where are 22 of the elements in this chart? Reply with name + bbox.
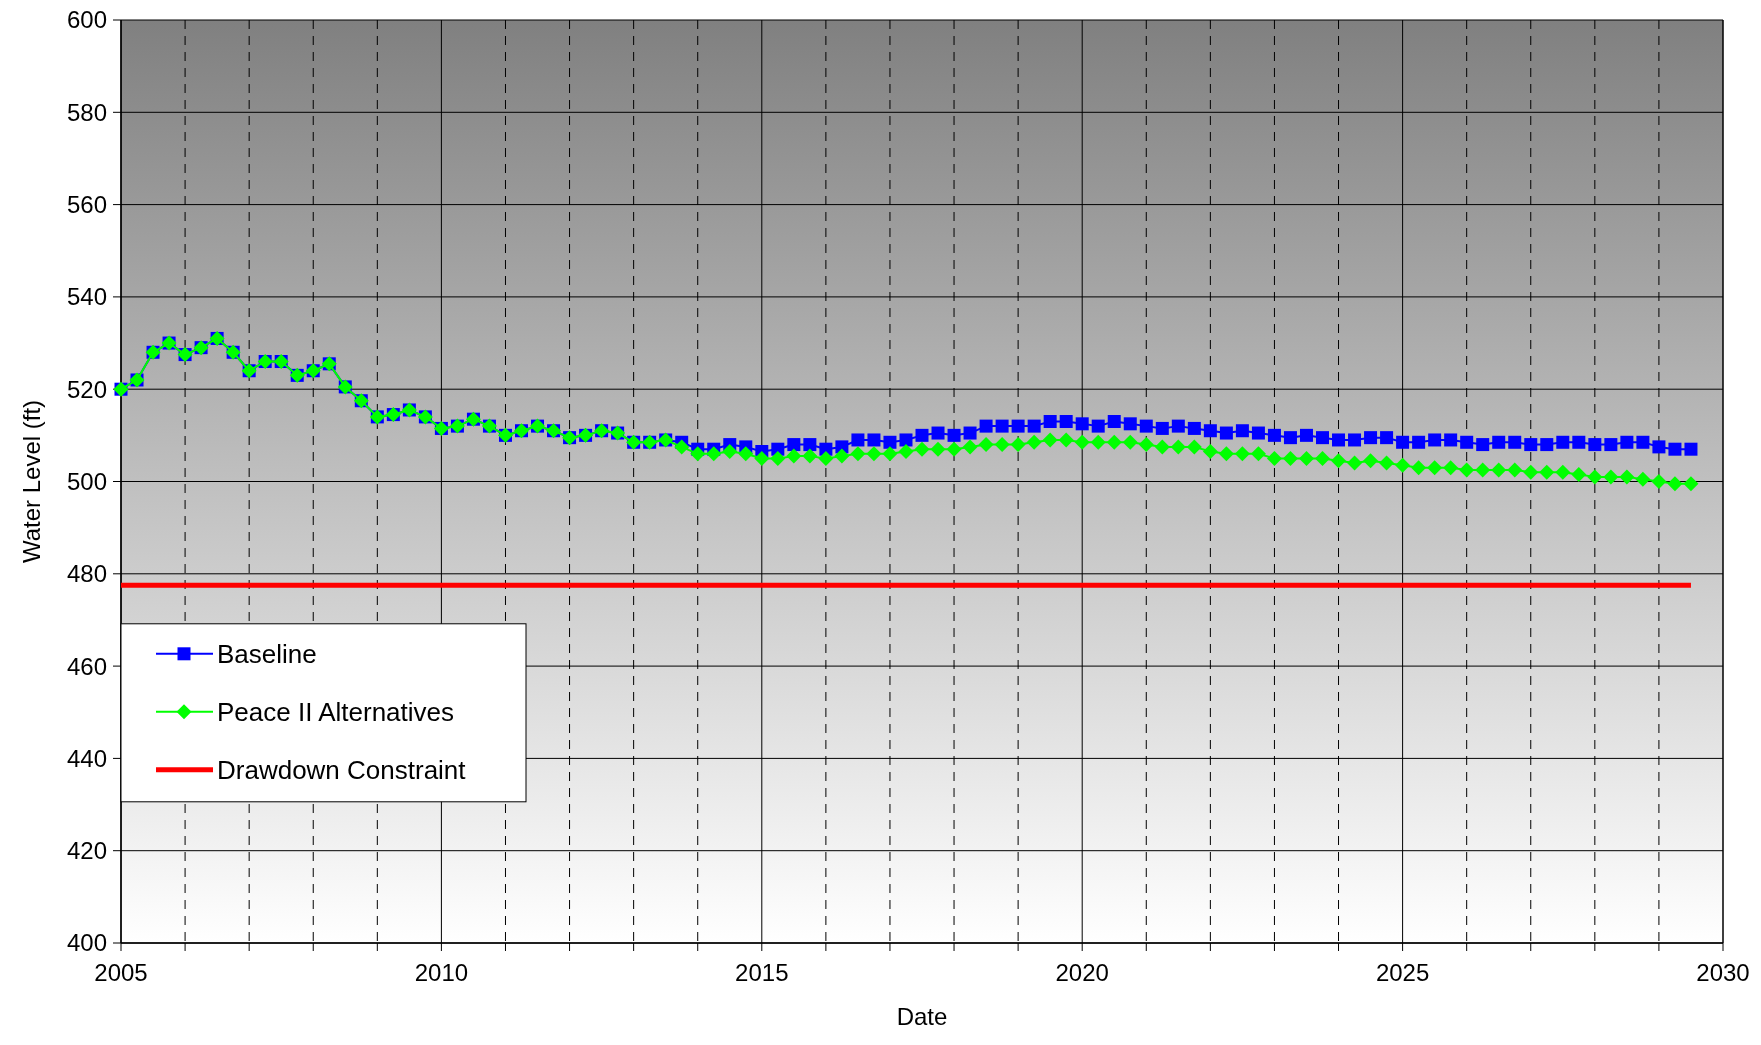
y-tick-label: 500 [66, 467, 107, 495]
y-axis-title: Water Level (ft) [18, 399, 45, 564]
x-tick-label: 2010 [414, 959, 469, 986]
y-tick-label: 560 [66, 191, 107, 218]
x-axis-title: Date [896, 1003, 948, 1030]
y-tick-label: 480 [66, 560, 107, 588]
y-tick-label: 520 [66, 375, 107, 403]
x-tick-label: 2025 [1375, 959, 1430, 986]
y-tick-label: 420 [66, 837, 107, 865]
y-tick-label: 460 [66, 652, 107, 680]
legend-label: Peace II Alternatives [217, 696, 455, 727]
x-tick-label: 2015 [735, 959, 789, 986]
y-tick-label: 400 [66, 929, 107, 957]
x-tick-label: 2020 [1055, 959, 1109, 986]
x-tick-label: 2030 [1696, 959, 1750, 986]
y-tick-label: 540 [66, 283, 107, 311]
y-tick-label: 600 [66, 6, 107, 34]
x-tick-label: 2005 [94, 959, 148, 986]
y-tick-label: 440 [66, 744, 107, 772]
legend-label: Baseline [217, 638, 317, 669]
y-tick-label: 580 [66, 98, 107, 126]
legend-label: Drawdown Constraint [217, 754, 467, 785]
